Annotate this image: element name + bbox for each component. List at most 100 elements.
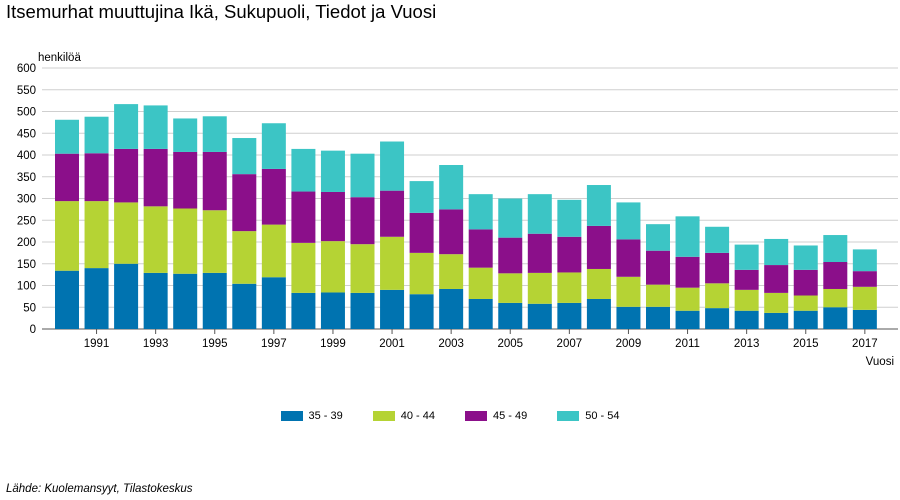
bar-segment[interactable]: 1995 45 - 49: 134 — [202, 151, 227, 211]
bar-segment[interactable]: 1996 40 - 44: 121 — [232, 231, 257, 284]
bar-segment[interactable]: 2012 45 - 49: 70 — [705, 252, 730, 284]
bar-segment[interactable]: 2003 35 - 39: 92 — [439, 288, 464, 329]
bar-segment[interactable]: 1999 40 - 44: 118 — [320, 241, 345, 293]
bar-segment[interactable]: 1990 50 - 54: 78 — [55, 119, 79, 154]
bar-segment[interactable]: 1994 35 - 39: 127 — [173, 273, 198, 329]
bar-segment[interactable]: 2011 35 - 39: 42 — [675, 310, 700, 329]
bar-segment[interactable]: 1991 45 - 49: 110 — [84, 153, 109, 202]
bar-segment[interactable]: 2005 40 - 44: 68 — [498, 273, 523, 303]
bar-segment[interactable]: 1995 35 - 39: 129 — [202, 272, 227, 329]
bar-segment[interactable]: 1991 50 - 54: 84 — [84, 116, 109, 154]
bar-segment[interactable]: 1999 45 - 49: 113 — [320, 191, 345, 242]
bar-segment[interactable]: 2008 35 - 39: 69 — [586, 298, 611, 329]
bar-segment[interactable]: 2012 35 - 39: 48 — [705, 308, 730, 329]
bar-segment[interactable]: 2005 50 - 54: 90 — [498, 198, 523, 238]
bar-segment[interactable]: 2004 40 - 44: 72 — [468, 267, 493, 299]
bar-segment[interactable]: 1992 50 - 54: 103 — [114, 104, 139, 149]
bar-segment[interactable]: 1992 45 - 49: 123 — [114, 148, 139, 203]
bar-segment[interactable]: 2008 40 - 44: 69 — [586, 268, 611, 299]
bar-segment[interactable]: 2016 50 - 54: 62 — [823, 235, 848, 263]
bar-segment[interactable]: 2000 35 - 39: 83 — [350, 292, 375, 329]
bar-segment[interactable]: 1993 45 - 49: 132 — [143, 148, 168, 207]
bar-segment[interactable]: 2009 40 - 44: 69 — [616, 276, 641, 307]
bar-segment[interactable]: 2001 45 - 49: 106 — [380, 190, 405, 237]
bar-segment[interactable]: 2003 50 - 54: 102 — [439, 165, 464, 210]
bar-segment[interactable]: 2006 45 - 49: 90 — [527, 233, 552, 273]
bar-segment[interactable]: 1998 40 - 44: 115 — [291, 242, 316, 293]
bar-segment[interactable]: 1990 40 - 44: 160 — [55, 201, 79, 271]
bar-segment[interactable]: 2005 35 - 39: 60 — [498, 302, 523, 329]
bar-segment[interactable]: 1998 50 - 54: 98 — [291, 148, 316, 192]
bar-segment[interactable]: 2008 50 - 54: 94 — [586, 185, 611, 226]
legend-item[interactable]: 50 - 54 — [557, 410, 620, 422]
bar-segment[interactable]: 2009 50 - 54: 85 — [616, 202, 641, 240]
bar-segment[interactable]: 1999 50 - 54: 95 — [320, 150, 345, 192]
bar-segment[interactable]: 1997 40 - 44: 121 — [261, 224, 286, 278]
bar-segment[interactable]: 2015 45 - 49: 59 — [793, 269, 818, 296]
bar-segment[interactable]: 1996 45 - 49: 131 — [232, 174, 257, 232]
bar-segment[interactable]: 2000 40 - 44: 112 — [350, 244, 375, 293]
bar-segment[interactable]: 1995 50 - 54: 82 — [202, 116, 227, 152]
bar-segment[interactable]: 2012 50 - 54: 60 — [705, 226, 730, 253]
bar-segment[interactable]: 1997 35 - 39: 119 — [261, 277, 286, 329]
bar-segment[interactable]: 1990 45 - 49: 109 — [55, 153, 79, 202]
bar-segment[interactable]: 2017 40 - 44: 53 — [852, 286, 877, 310]
bar-segment[interactable]: 1995 40 - 44: 144 — [202, 210, 227, 273]
bar-segment[interactable]: 2006 35 - 39: 58 — [527, 303, 552, 329]
bar-segment[interactable]: 1992 40 - 44: 141 — [114, 202, 139, 264]
bar-segment[interactable]: 2007 50 - 54: 85 — [557, 199, 582, 237]
bar-segment[interactable]: 1994 50 - 54: 77 — [173, 118, 198, 152]
bar-segment[interactable]: 1990 35 - 39: 134 — [55, 270, 79, 329]
legend-item[interactable]: 45 - 49 — [465, 410, 527, 422]
bar-segment[interactable]: 2001 40 - 44: 122 — [380, 236, 405, 290]
bar-segment[interactable]: 1997 50 - 54: 105 — [261, 123, 286, 169]
bar-segment[interactable]: 2000 50 - 54: 100 — [350, 153, 375, 198]
bar-segment[interactable]: 2016 35 - 39: 50 — [823, 307, 848, 329]
bar-segment[interactable]: 1998 35 - 39: 83 — [291, 292, 316, 329]
bar-segment[interactable]: 2017 45 - 49: 36 — [852, 271, 877, 287]
bar-segment[interactable]: 2012 40 - 44: 57 — [705, 283, 730, 309]
bar-segment[interactable]: 2013 45 - 49: 46 — [734, 269, 759, 290]
bar-segment[interactable]: 1997 45 - 49: 128 — [261, 168, 286, 225]
bar-segment[interactable]: 2009 45 - 49: 86 — [616, 239, 641, 277]
bar-segment[interactable]: 1994 45 - 49: 130 — [173, 151, 198, 209]
bar-segment[interactable]: 2016 40 - 44: 42 — [823, 288, 848, 308]
bar-segment[interactable]: 1991 35 - 39: 140 — [84, 268, 109, 329]
bar-segment[interactable]: 2008 45 - 49: 99 — [586, 225, 611, 269]
bar-segment[interactable]: 2001 50 - 54: 113 — [380, 141, 405, 191]
bar-segment[interactable]: 2004 45 - 49: 88 — [468, 229, 493, 268]
bar-segment[interactable]: 2014 40 - 44: 46 — [764, 292, 789, 313]
legend-item[interactable]: 40 - 44 — [372, 410, 435, 422]
bar-segment[interactable]: 1998 45 - 49: 118 — [291, 191, 316, 243]
bar-segment[interactable]: 2007 35 - 39: 60 — [557, 302, 582, 329]
bar-segment[interactable]: 2007 40 - 44: 70 — [557, 272, 582, 303]
bar-segment[interactable]: 2010 50 - 54: 61 — [646, 224, 670, 251]
bar-segment[interactable]: 2000 45 - 49: 108 — [350, 197, 375, 245]
bar-segment[interactable]: 2016 45 - 49: 62 — [823, 262, 848, 289]
bar-segment[interactable]: 2010 40 - 44: 51 — [646, 284, 670, 307]
bar-segment[interactable]: 1996 50 - 54: 83 — [232, 138, 257, 175]
bar-segment[interactable]: 2005 45 - 49: 82 — [498, 237, 523, 274]
bar-segment[interactable]: 2010 45 - 49: 78 — [646, 250, 670, 285]
bar-segment[interactable]: 2004 50 - 54: 81 — [468, 194, 493, 230]
bar-segment[interactable]: 2006 50 - 54: 91 — [527, 194, 552, 234]
bar-segment[interactable]: 2001 35 - 39: 90 — [380, 289, 405, 329]
legend-item[interactable]: 35 - 39 — [280, 410, 343, 422]
bar-segment[interactable]: 1994 40 - 44: 150 — [173, 208, 198, 274]
bar-segment[interactable]: 2014 35 - 39: 37 — [764, 312, 789, 329]
bar-segment[interactable]: 1993 35 - 39: 129 — [143, 272, 168, 329]
bar-segment[interactable]: 1996 35 - 39: 104 — [232, 283, 257, 329]
bar-segment[interactable]: 2011 40 - 44: 53 — [675, 287, 700, 311]
bar-segment[interactable]: 2011 50 - 54: 93 — [675, 216, 700, 257]
bar-segment[interactable]: 1993 40 - 44: 153 — [143, 206, 168, 273]
bar-segment[interactable]: 2009 35 - 39: 51 — [616, 306, 641, 329]
bar-segment[interactable]: 2003 40 - 44: 80 — [439, 254, 464, 289]
bar-segment[interactable]: 2013 35 - 39: 42 — [734, 310, 759, 329]
bar-segment[interactable]: 2011 45 - 49: 71 — [675, 256, 700, 288]
bar-segment[interactable]: 2015 40 - 44: 35 — [793, 295, 818, 311]
bar-segment[interactable]: 2015 35 - 39: 42 — [793, 310, 818, 329]
